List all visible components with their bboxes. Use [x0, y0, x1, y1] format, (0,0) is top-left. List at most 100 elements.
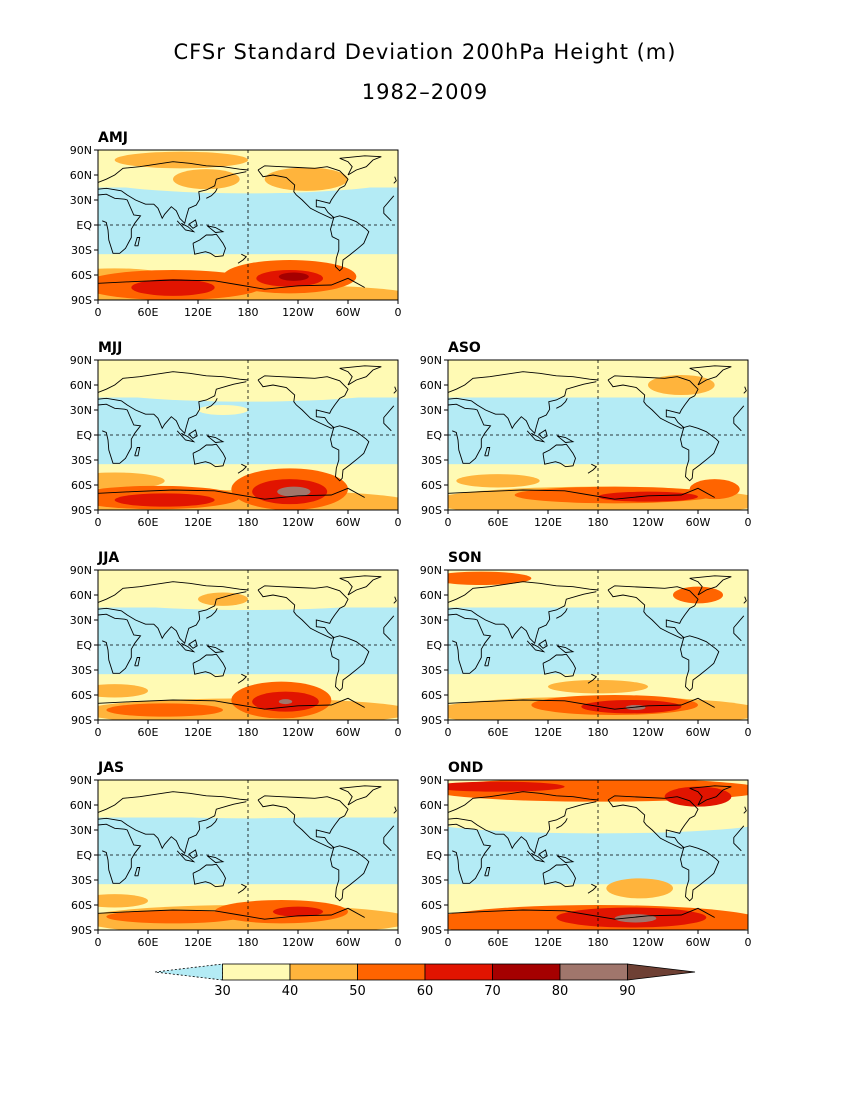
coastline: [98, 381, 247, 435]
coastline: [98, 277, 365, 290]
lon-tick-label: 60W: [686, 516, 711, 529]
coastline: [330, 845, 370, 902]
lat-tick-label: EQ: [426, 849, 442, 862]
coastline: [188, 639, 198, 649]
coastline: [587, 673, 598, 684]
coastline: [393, 806, 397, 814]
coastline: [98, 403, 395, 464]
coastline: [448, 613, 745, 674]
coastline: [526, 430, 546, 443]
lon-tick-label: 60W: [336, 726, 361, 739]
coastline: [206, 435, 225, 443]
lon-tick-label: 0: [395, 936, 402, 949]
lon-tick-label: 120E: [184, 516, 212, 529]
coastline: [448, 791, 599, 813]
lat-tick-label: 30N: [420, 614, 442, 627]
lat-tick-label: 90N: [70, 354, 92, 367]
coastline: [607, 585, 699, 639]
colorbar-segment: [357, 963, 426, 981]
coastline: [188, 219, 198, 229]
lat-tick-label: EQ: [76, 849, 92, 862]
coastline: [542, 653, 576, 678]
lat-tick-label: 30S: [71, 244, 92, 257]
lat-tick-label: 60N: [70, 589, 92, 602]
panel-title: ASO: [448, 340, 481, 356]
coastline: [556, 645, 575, 653]
coastline: [192, 233, 226, 258]
lon-tick-label: 120W: [632, 936, 664, 949]
lat-tick-label: 30N: [70, 614, 92, 627]
colorbar-label: 30: [214, 984, 231, 999]
lon-tick-label: 60E: [138, 516, 159, 529]
contour-region: [273, 906, 323, 917]
coastline: [680, 425, 720, 482]
coastline: [98, 193, 395, 254]
lat-tick-label: 90S: [421, 504, 442, 517]
lat-tick-label: EQ: [76, 639, 92, 652]
map-panel-jas: JAS 90N 60N 30N EQ 30S 60S 90S 0 60E 120E 180 120W 60…: [60, 760, 420, 970]
lon-tick-label: 0: [395, 516, 402, 529]
lon-tick-label: 180: [588, 936, 609, 949]
coastline: [134, 657, 141, 667]
lat-tick-label: 60N: [70, 379, 92, 392]
coastline: [556, 608, 568, 619]
lon-tick-label: 120W: [632, 726, 664, 739]
coastline: [176, 220, 196, 233]
contour-region: [606, 878, 673, 899]
contour-region: [598, 491, 698, 502]
lon-tick-label: 0: [395, 726, 402, 739]
coastline: [448, 591, 597, 645]
lat-tick-label: EQ: [426, 639, 442, 652]
lat-tick-label: 30S: [71, 874, 92, 887]
lat-tick-label: 90S: [421, 924, 442, 937]
lat-tick-label: 60S: [421, 479, 442, 492]
lon-tick-label: 0: [445, 936, 452, 949]
coastline: [98, 487, 365, 500]
lon-tick-label: 180: [238, 936, 259, 949]
contour-region: [278, 272, 309, 281]
coastline: [192, 443, 226, 468]
lon-tick-label: 60E: [138, 936, 159, 949]
contour-region: [198, 592, 248, 606]
coastline: [743, 806, 747, 814]
coastline: [743, 386, 747, 394]
coastline: [330, 425, 370, 482]
lon-tick-label: 60W: [686, 936, 711, 949]
coastline: [542, 443, 576, 468]
coastline: [206, 608, 218, 619]
contour-region: [278, 699, 293, 705]
panel-title: JJA: [98, 550, 120, 566]
lat-tick-label: 30S: [421, 874, 442, 887]
lon-tick-label: 120E: [184, 306, 212, 319]
coastline: [542, 863, 576, 888]
coastline: [98, 697, 365, 710]
lat-tick-label: 90N: [70, 774, 92, 787]
panel-title: JAS: [98, 760, 125, 776]
coastline: [98, 161, 249, 183]
coastline: [206, 818, 218, 829]
lat-tick-label: 60S: [421, 899, 442, 912]
figure-title: CFSr Standard Deviation 200hPa Height (m…: [173, 40, 677, 64]
lon-tick-label: 60E: [138, 726, 159, 739]
map-panel-son: SON 90N 60N 30N EQ 30S 60S 90S 0 60E 120E 180 120W 60…: [410, 550, 770, 760]
contour-region: [689, 479, 740, 500]
coastline: [393, 386, 397, 394]
coastline: [257, 165, 349, 219]
lat-tick-label: 30S: [421, 454, 442, 467]
lon-tick-label: 0: [745, 936, 752, 949]
contour-region: [131, 279, 215, 296]
colorbar-segment: [289, 963, 358, 981]
coastline: [587, 883, 598, 894]
coastline: [538, 639, 548, 649]
contour-region: [277, 486, 311, 497]
coastline: [743, 596, 747, 604]
coastline: [188, 849, 198, 859]
coastline: [237, 883, 248, 894]
map-panel-jja: JJA 90N 60N 30N EQ 30S 60S 90S 0 60E 120E 180 120W 60…: [60, 550, 420, 760]
coastline: [206, 645, 225, 653]
map-panel-aso: ASO 90N 60N 30N EQ 30S 60S 90S 0 60E 120E 180 120W 60…: [410, 340, 770, 550]
coastline: [689, 785, 732, 806]
coastline: [98, 613, 395, 674]
